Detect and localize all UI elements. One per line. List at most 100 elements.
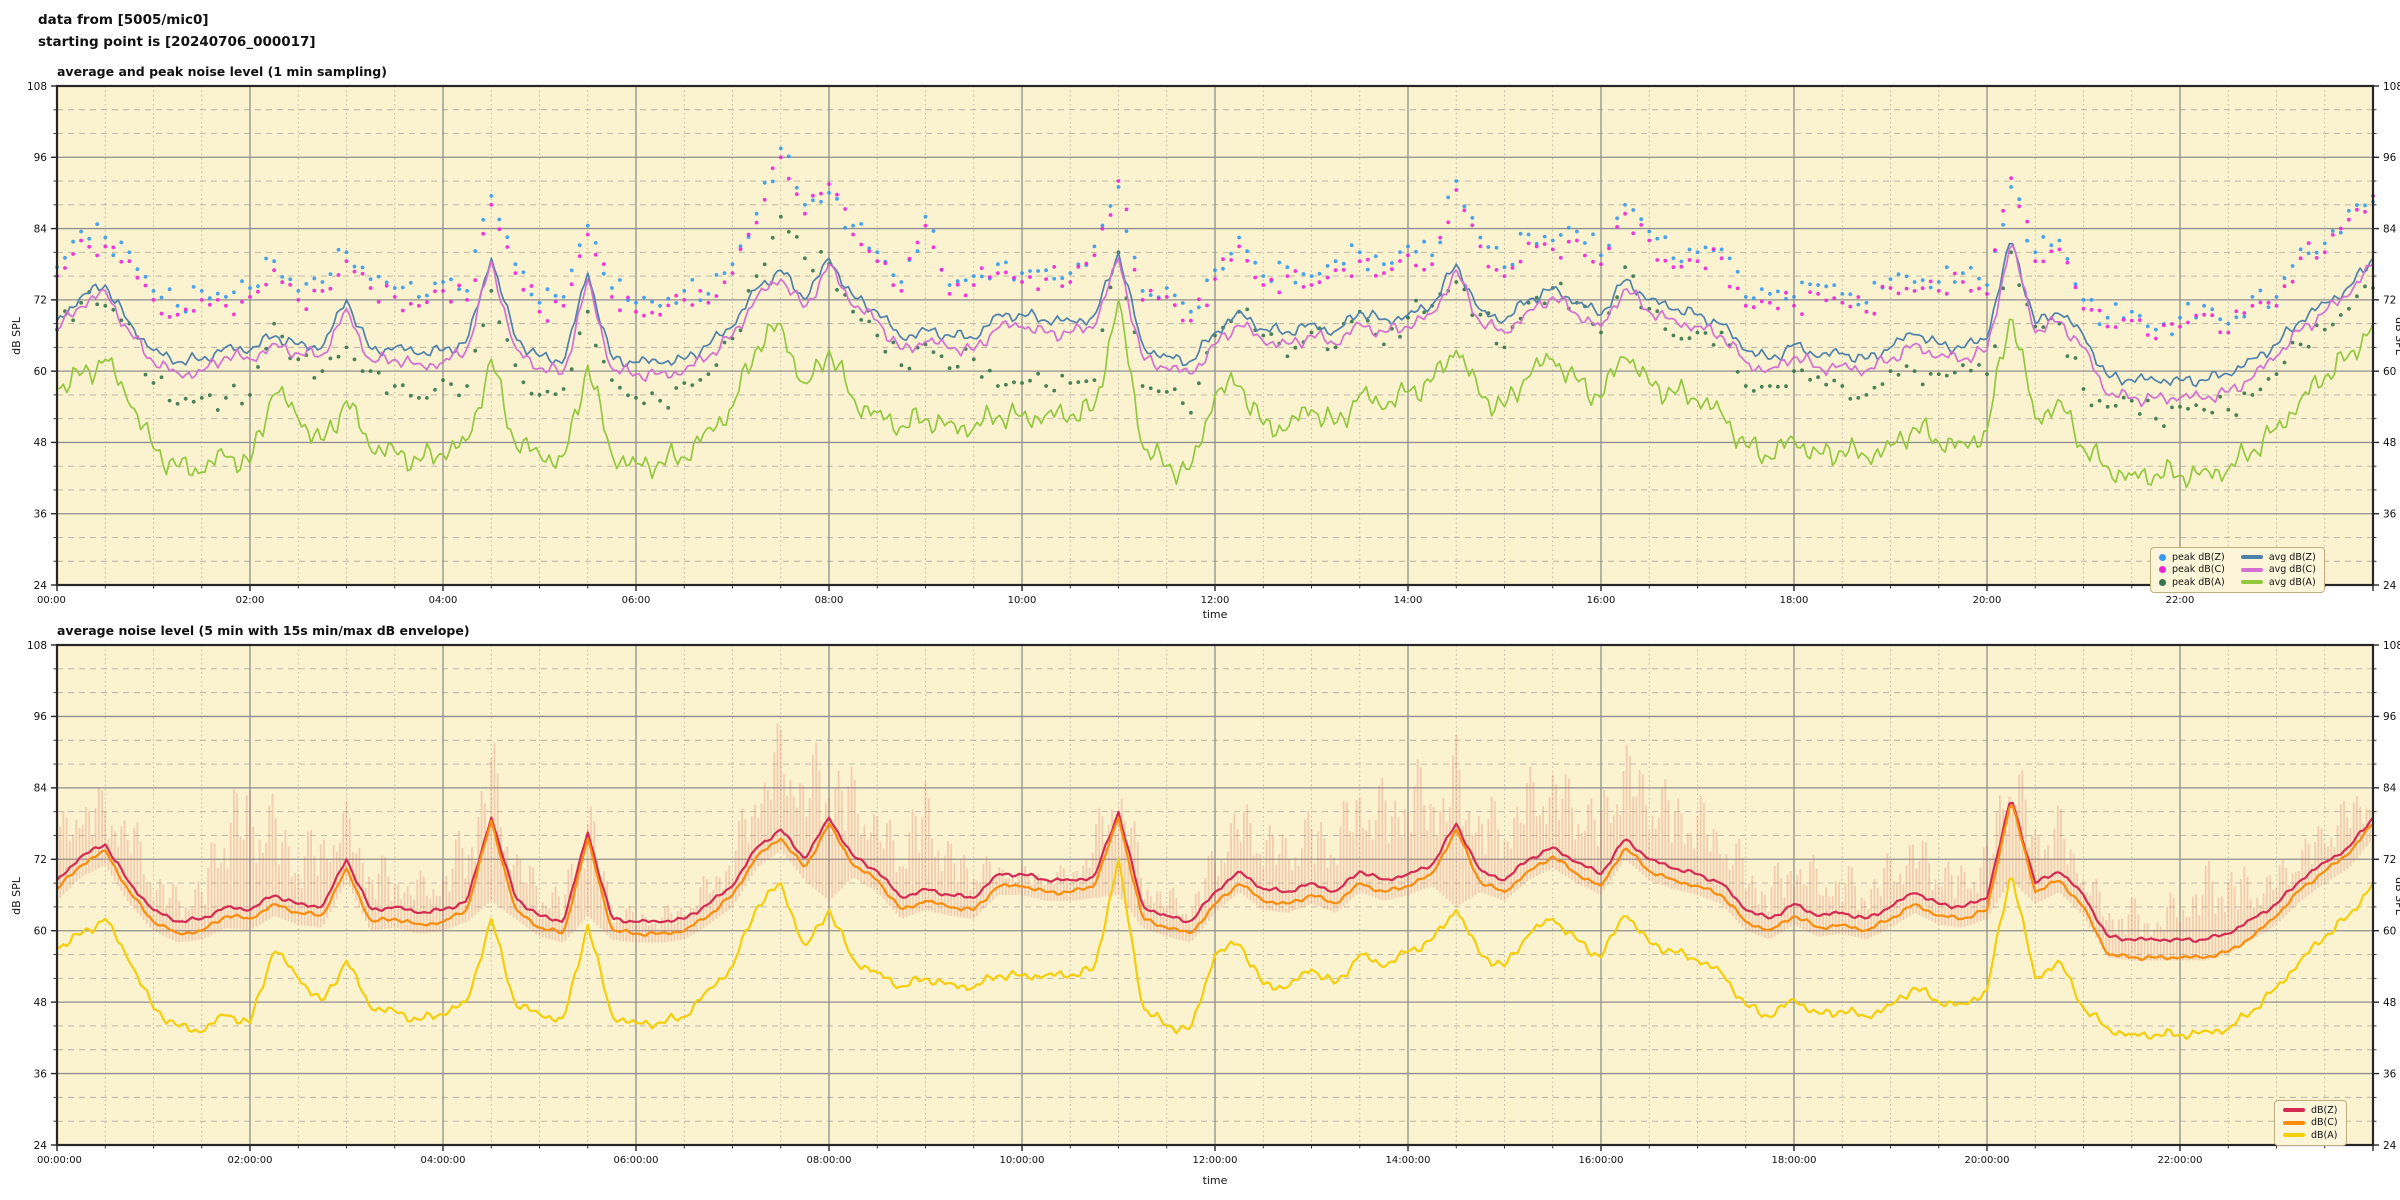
- bottom-chart-legend: dB(Z) dB(C) dB(A): [2274, 1100, 2347, 1146]
- legend-label: peak dB(C): [2172, 564, 2225, 576]
- x-tick-label: 10:00:00: [1000, 1155, 1045, 1166]
- x-tick-label: 02:00:00: [228, 1155, 273, 1166]
- tick-labels: 24 24 36 36 48 48 60 60 72 72 84 84 96 96 108 108 00:00:…: [27, 640, 2400, 1166]
- legend-label: dB(A): [2311, 1129, 2338, 1141]
- bottom-chart: 24 24 36 36 48 48 60 60 72 72 84 84 96 96 108 108 00:00:…: [27, 640, 2400, 1166]
- y-tick-label-right: 84: [2383, 223, 2397, 235]
- x-tick-label: 22:00:00: [2158, 1155, 2203, 1166]
- bottom-legend-grid: dB(Z) dB(C) dB(A): [2283, 1104, 2338, 1142]
- y-tick-label-left: 36: [34, 1068, 48, 1080]
- y-tick-label-left: 72: [34, 854, 47, 866]
- legend-item: dB(C): [2283, 1117, 2338, 1128]
- top-chart-ylabel-right: dB SPL: [2393, 317, 2400, 355]
- y-tick-label-right: 24: [2383, 580, 2397, 592]
- x-tick-label: 06:00:00: [614, 1155, 659, 1166]
- x-tick-label: 00:00: [37, 595, 66, 606]
- y-tick-label-left: 84: [34, 223, 48, 235]
- line-avg-db-c-: [56, 244, 2374, 408]
- legend-item: avg dB(Z): [2240, 551, 2316, 563]
- scatter-peak-db-c-: [55, 155, 2375, 341]
- legend-line-marker: [2283, 1133, 2305, 1138]
- legend-dot-marker: [2159, 553, 2166, 561]
- top-chart-legend: peak dB(Z) avg dB(Z) peak dB(C) avg dB(C) pe…: [2150, 547, 2325, 593]
- y-tick-label-left: 96: [34, 152, 48, 164]
- y-tick-label-right: 60: [2383, 926, 2396, 938]
- y-tick-label-left: 84: [34, 783, 48, 795]
- line-avg-db-a-: [56, 299, 2374, 489]
- legend-item: avg dB(A): [2240, 577, 2316, 588]
- legend-label: avg dB(Z): [2268, 551, 2316, 563]
- legend-item: avg dB(C): [2240, 564, 2316, 575]
- bottom-chart-ylabel-right: dB SPL: [2393, 877, 2400, 915]
- line-db-z-: [56, 801, 2374, 944]
- x-tick-label: 04:00:00: [421, 1155, 466, 1166]
- y-tick-label-left: 24: [34, 580, 48, 592]
- legend-item: dB(A): [2283, 1130, 2338, 1141]
- y-tick-label-left: 48: [34, 997, 47, 1009]
- y-tick-label-left: 108: [27, 640, 47, 652]
- legend-dot-marker: [2159, 566, 2166, 574]
- y-tick-label-left: 48: [34, 437, 47, 449]
- legend-line-marker: [2283, 1108, 2305, 1113]
- top-chart-xlabel: time: [1202, 608, 1228, 621]
- legend-line-marker: [2240, 555, 2263, 560]
- y-tick-label-right: 96: [2383, 711, 2397, 723]
- y-tick-label-right: 36: [2383, 1068, 2397, 1080]
- x-tick-label: 12:00: [1201, 595, 1230, 606]
- x-tick-label: 16:00:00: [1579, 1155, 1624, 1166]
- x-tick-label: 18:00: [1780, 595, 1809, 606]
- legend-item: peak dB(Z): [2159, 552, 2225, 563]
- x-tick-label: 20:00:00: [1965, 1155, 2010, 1166]
- x-tick-label: 14:00:00: [1386, 1155, 1431, 1166]
- y-tick-label-right: 48: [2383, 997, 2396, 1009]
- x-tick-label: 16:00: [1587, 595, 1616, 606]
- y-tick-label-left: 24: [34, 1140, 48, 1152]
- legend-item: peak dB(C): [2159, 564, 2225, 575]
- header-source-line: data from [5005/mic0]: [38, 12, 209, 28]
- y-tick-label-right: 84: [2383, 783, 2397, 795]
- legend-label: dB(C): [2311, 1117, 2338, 1129]
- x-tick-label: 14:00: [1394, 595, 1423, 606]
- x-tick-label: 20:00: [1973, 595, 2002, 606]
- bottom-chart-ylabel-left: dB SPL: [10, 877, 23, 915]
- y-tick-label-right: 72: [2383, 854, 2396, 866]
- x-tick-label: 10:00: [1008, 595, 1037, 606]
- legend-item: dB(Z): [2283, 1105, 2338, 1116]
- y-tick-label-right: 108: [2383, 640, 2400, 652]
- x-tick-label: 00:00:00: [37, 1155, 82, 1166]
- y-tick-label-right: 72: [2383, 295, 2396, 307]
- legend-item: peak dB(A): [2159, 577, 2225, 588]
- line-db-c-: [56, 804, 2374, 962]
- x-tick-label: 06:00: [622, 595, 651, 606]
- y-tick-label-left: 60: [34, 366, 47, 378]
- ticks: [51, 85, 2379, 591]
- y-tick-label-right: 108: [2383, 81, 2400, 93]
- legend-label: dB(Z): [2311, 1104, 2338, 1116]
- y-tick-label-left: 36: [34, 509, 48, 521]
- x-tick-label: 08:00: [815, 595, 844, 606]
- y-tick-label-right: 24: [2383, 1140, 2397, 1152]
- y-tick-label-left: 96: [34, 711, 48, 723]
- x-tick-label: 22:00: [2166, 595, 2195, 606]
- top-chart-ylabel-left: dB SPL: [10, 317, 23, 355]
- x-tick-label: 18:00:00: [1772, 1155, 1817, 1166]
- legend-line-marker: [2283, 1120, 2305, 1125]
- legend-line-marker: [2240, 567, 2263, 572]
- bottom-chart-xlabel: time: [1202, 1174, 1228, 1187]
- header-start-line: starting point is [20240706_000017]: [38, 34, 316, 50]
- legend-line-marker: [2240, 580, 2263, 585]
- y-tick-label-right: 60: [2383, 366, 2396, 378]
- top-legend-grid: peak dB(Z) avg dB(Z) peak dB(C) avg dB(C) pe…: [2159, 551, 2316, 589]
- y-tick-label-right: 36: [2383, 509, 2397, 521]
- legend-label: peak dB(A): [2172, 576, 2225, 588]
- bottom-chart-title: average noise level (5 min with 15s min/…: [57, 623, 470, 638]
- legend-dot-marker: [2159, 578, 2166, 586]
- y-tick-label-left: 60: [34, 926, 47, 938]
- line-avg-db-z-: [56, 242, 2374, 388]
- x-tick-label: 12:00:00: [1193, 1155, 1238, 1166]
- top-chart-title: average and peak noise level (1 min samp…: [57, 64, 387, 79]
- x-tick-label: 04:00: [429, 595, 458, 606]
- legend-label: peak dB(Z): [2172, 551, 2225, 563]
